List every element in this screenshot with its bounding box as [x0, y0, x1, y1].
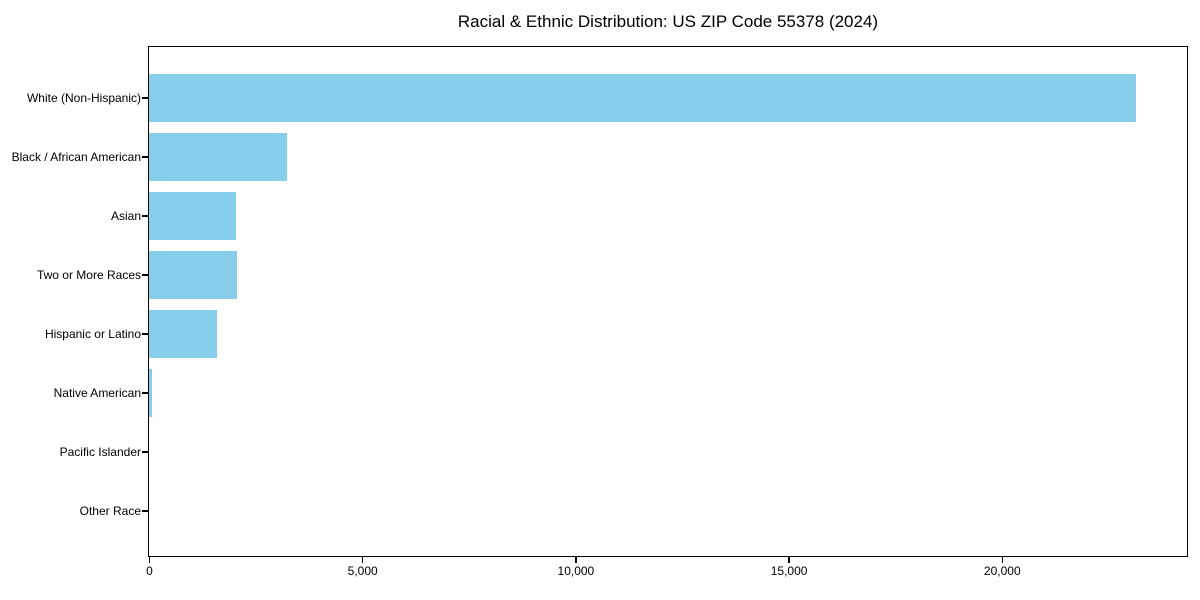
y-tick-label: Pacific Islander [59, 445, 141, 459]
chart-title: Racial & Ethnic Distribution: US ZIP Cod… [457, 12, 879, 31]
bar-black-african-american [149, 132, 287, 181]
x-tick-label: 5,000 [347, 564, 378, 578]
y-tick-label: Two or More Races [36, 268, 141, 282]
y-tick-mark [142, 274, 148, 276]
bar-asian [149, 191, 236, 240]
y-tick-label: Native American [53, 386, 141, 400]
x-tick-label: 0 [146, 564, 153, 578]
y-tick-mark [142, 510, 148, 512]
x-tick-mark [1001, 557, 1004, 563]
bar-native-american [149, 368, 152, 417]
x-tick-mark [148, 557, 151, 563]
y-tick-mark [142, 156, 148, 158]
x-tick-mark [575, 557, 577, 563]
y-tick-label: Other Race [79, 504, 141, 518]
y-tick-mark [142, 392, 148, 394]
x-tick-label: 20,000 [983, 564, 1021, 578]
bar-two-or-more-races [149, 250, 237, 299]
bar-white-non-hispanic [149, 73, 1136, 122]
y-tick-mark [142, 215, 148, 217]
x-tick-label: 10,000 [557, 564, 595, 578]
x-tick-mark [788, 557, 790, 563]
x-tick-mark [361, 557, 364, 563]
y-tick-mark [142, 451, 148, 453]
y-tick-label: White (Non-Hispanic) [26, 91, 141, 105]
x-tick-label: 15,000 [770, 564, 808, 578]
y-tick-mark [142, 97, 148, 99]
y-tick-label: Hispanic or Latino [44, 327, 141, 341]
y-tick-label: Black / African American [11, 150, 141, 164]
y-tick-mark [142, 333, 148, 335]
y-tick-label: Asian [110, 209, 141, 223]
bar-hispanic-or-latino [149, 309, 217, 358]
plot-area [148, 46, 1188, 557]
